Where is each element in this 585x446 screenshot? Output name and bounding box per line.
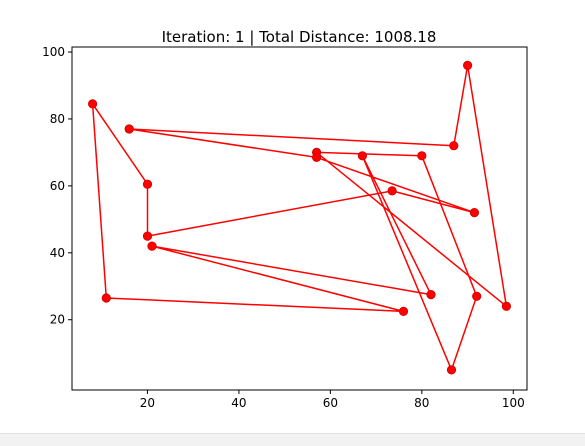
chart-title: Iteration: 1 | Total Distance: 1008.18 (162, 28, 437, 46)
city-point (469, 208, 479, 218)
city-point (417, 151, 427, 161)
city-point (142, 179, 153, 189)
y-tick-label: 20 (50, 313, 65, 327)
x-axis: 20 40 60 80 100 (140, 390, 525, 410)
y-tick-label: 80 (50, 112, 65, 126)
city-point (357, 151, 367, 161)
tour-chart: Iteration: 1 | Total Distance: 1008.18 2… (42, 28, 528, 410)
window-bottom-strip (0, 433, 585, 446)
x-tick-label: 20 (140, 396, 155, 410)
y-tick-label: 60 (50, 179, 65, 193)
city-point (101, 293, 111, 303)
x-tick-label: 60 (323, 396, 338, 410)
y-axis: 20 40 60 80 100 (42, 45, 72, 327)
city-point (387, 186, 397, 196)
city-point (311, 152, 322, 162)
city-point (88, 99, 98, 109)
city-point (147, 241, 157, 251)
city-point (142, 231, 153, 241)
plot-area-frame (71, 46, 528, 391)
city-point (449, 141, 459, 151)
tour-path-line (91, 64, 508, 371)
x-tick-label: 100 (502, 396, 525, 410)
city-point (472, 291, 482, 301)
city-point (398, 306, 409, 316)
city-point (124, 124, 134, 134)
x-tick-label: 80 (414, 396, 429, 410)
y-tick-label: 100 (42, 45, 65, 59)
city-point (501, 301, 511, 311)
city-point (462, 60, 473, 71)
city-point (446, 365, 457, 375)
city-point (426, 289, 436, 300)
y-tick-label: 40 (50, 246, 65, 260)
x-tick-label: 40 (231, 396, 246, 410)
series-layer (88, 60, 511, 375)
